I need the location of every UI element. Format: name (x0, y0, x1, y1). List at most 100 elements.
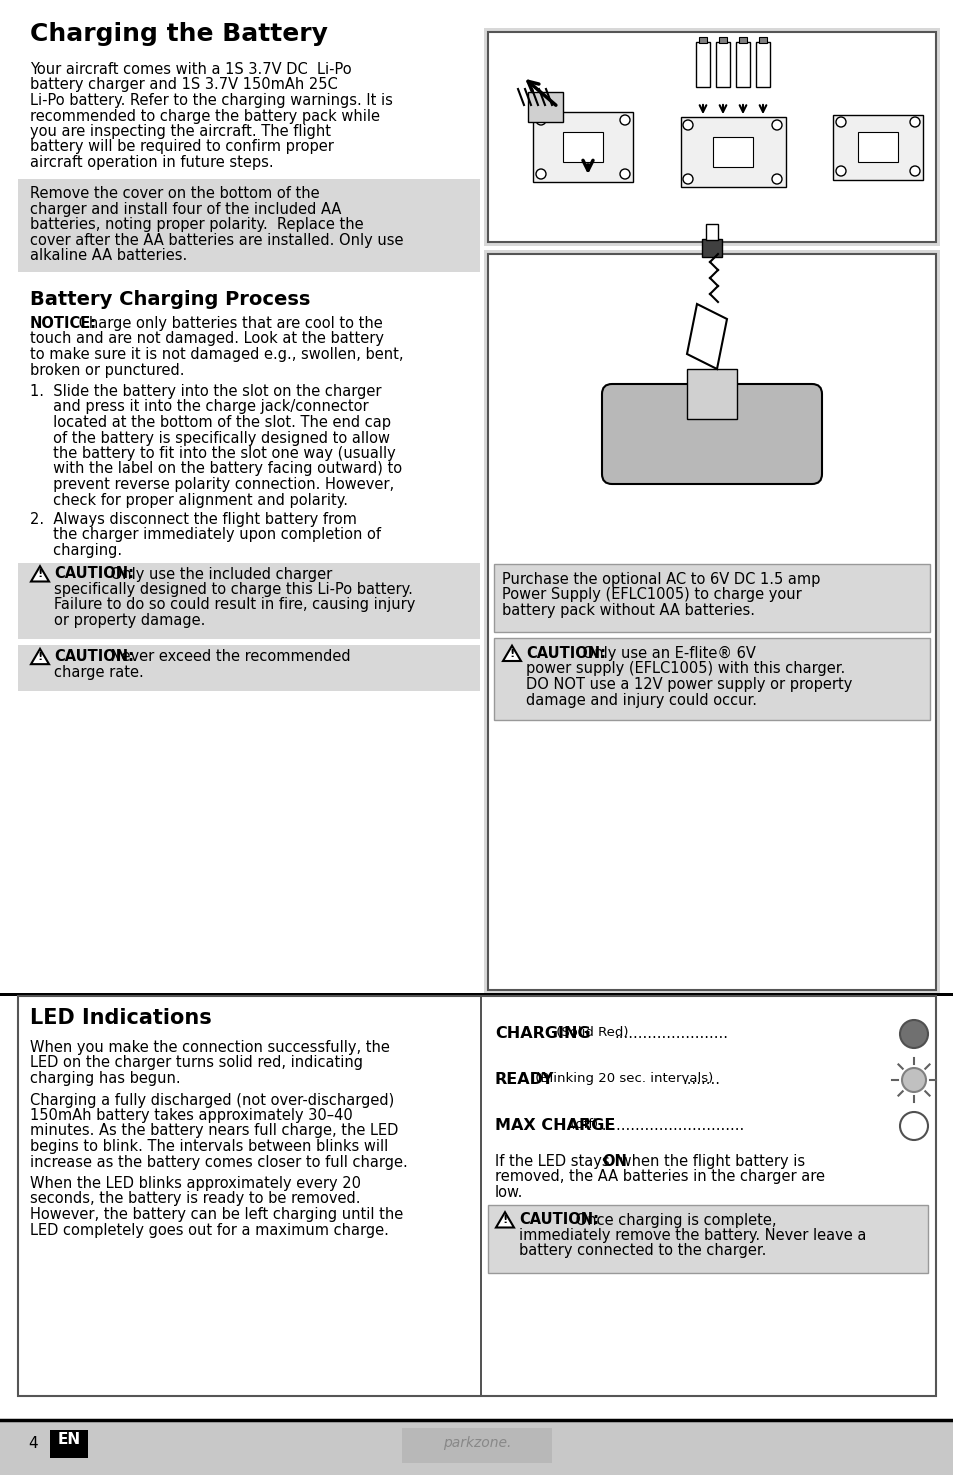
Text: LED completely goes out for a maximum charge.: LED completely goes out for a maximum ch… (30, 1223, 389, 1238)
Bar (832, 115, 923, 180)
Text: the charger immediately upon completion of: the charger immediately upon completion … (30, 528, 380, 543)
Bar (705, 224, 718, 240)
Circle shape (536, 115, 545, 125)
Polygon shape (496, 1212, 514, 1227)
Text: LED on the charger turns solid red, indicating: LED on the charger turns solid red, indi… (30, 1056, 363, 1071)
Bar (18, 562, 479, 639)
Text: Only use an E-flite® 6V: Only use an E-flite® 6V (578, 646, 755, 661)
Text: ON: ON (601, 1153, 626, 1170)
Text: recommended to charge the battery pack while: recommended to charge the battery pack w… (30, 109, 379, 124)
Bar (18, 645, 479, 690)
Text: charging has begun.: charging has begun. (30, 1071, 180, 1086)
Polygon shape (527, 91, 562, 122)
Bar (735, 41, 749, 87)
Text: located at the bottom of the slot. The end cap: located at the bottom of the slot. The e… (30, 414, 391, 431)
Text: charge rate.: charge rate. (54, 665, 144, 680)
Text: specifically designed to charge this Li-Po battery.: specifically designed to charge this Li-… (54, 583, 413, 597)
Text: CAUTION:: CAUTION: (525, 646, 605, 661)
Text: prevent reverse polarity connection. However,: prevent reverse polarity connection. How… (30, 476, 394, 493)
Text: broken or punctured.: broken or punctured. (30, 363, 184, 378)
Text: 4: 4 (28, 1437, 37, 1451)
Text: !: ! (509, 649, 514, 659)
Bar (716, 41, 729, 87)
Text: 2.  Always disconnect the flight battery from: 2. Always disconnect the flight battery … (30, 512, 356, 527)
Text: touch and are not damaged. Look at the battery: touch and are not damaged. Look at the b… (30, 332, 384, 347)
Text: alkaline AA batteries.: alkaline AA batteries. (30, 248, 187, 264)
Text: READY: READY (495, 1072, 554, 1087)
Bar (479, 996, 481, 1395)
Bar (680, 117, 785, 187)
Bar (488, 1205, 927, 1273)
Text: CAUTION:: CAUTION: (54, 649, 133, 664)
Circle shape (909, 117, 919, 127)
Text: (Solid Red): (Solid Red) (552, 1027, 628, 1038)
Text: removed, the AA batteries in the charger are: removed, the AA batteries in the charger… (495, 1170, 824, 1184)
Bar (0, 993, 953, 996)
Bar (488, 254, 935, 990)
Text: CAUTION:: CAUTION: (518, 1212, 598, 1227)
Circle shape (835, 167, 845, 176)
Text: Only use the included charger: Only use the included charger (106, 566, 332, 581)
Text: and press it into the charge jack/connector: and press it into the charge jack/connec… (30, 400, 368, 414)
Bar (739, 37, 746, 43)
Bar (494, 563, 929, 631)
Text: batteries, noting proper polarity.  Replace the: batteries, noting proper polarity. Repla… (30, 217, 363, 233)
Text: Remove the cover on the bottom of the: Remove the cover on the bottom of the (30, 186, 319, 202)
Bar (755, 41, 769, 87)
Text: cover after the AA batteries are installed. Only use: cover after the AA batteries are install… (30, 233, 403, 248)
Text: LED Indications: LED Indications (30, 1007, 212, 1028)
Bar (719, 37, 726, 43)
Text: (off): (off) (566, 1118, 598, 1131)
Circle shape (899, 1112, 927, 1140)
Text: CHARGING: CHARGING (495, 1027, 590, 1041)
Circle shape (619, 115, 629, 125)
Text: CAUTION:: CAUTION: (54, 566, 133, 581)
Text: charging.: charging. (30, 543, 122, 558)
Text: However, the battery can be left charging until the: However, the battery can be left chargin… (30, 1207, 403, 1221)
Bar (0, 1420, 953, 1475)
Text: charger and install four of the included AA: charger and install four of the included… (30, 202, 341, 217)
Bar (699, 37, 706, 43)
Bar (483, 249, 939, 994)
Circle shape (835, 117, 845, 127)
Text: Power Supply (EFLC1005) to charge your: Power Supply (EFLC1005) to charge your (501, 587, 801, 602)
Text: EN: EN (57, 1432, 80, 1447)
Polygon shape (502, 646, 520, 661)
Circle shape (619, 170, 629, 178)
Text: Charging a fully discharged (not over-discharged): Charging a fully discharged (not over-di… (30, 1093, 394, 1108)
Text: Li-Po battery. Refer to the charging warnings. It is: Li-Po battery. Refer to the charging war… (30, 93, 393, 108)
Circle shape (909, 167, 919, 176)
Text: Battery Charging Process: Battery Charging Process (30, 291, 310, 308)
Text: to make sure it is not damaged e.g., swollen, bent,: to make sure it is not damaged e.g., swo… (30, 347, 403, 361)
Text: Charge only batteries that are cool to the: Charge only batteries that are cool to t… (74, 316, 382, 330)
Text: battery connected to the charger.: battery connected to the charger. (518, 1243, 765, 1258)
Text: ........: ........ (681, 1072, 720, 1087)
Text: If the LED stays: If the LED stays (495, 1153, 614, 1170)
Circle shape (536, 170, 545, 178)
Polygon shape (686, 304, 726, 369)
Text: ...............................: ............................... (597, 1118, 744, 1133)
Text: MAX CHARGE: MAX CHARGE (495, 1118, 615, 1133)
Bar (494, 639, 929, 720)
Text: NOTICE:: NOTICE: (30, 316, 97, 330)
Text: battery pack without AA batteries.: battery pack without AA batteries. (501, 603, 754, 618)
Text: 150mAh battery takes approximately 30–40: 150mAh battery takes approximately 30–40 (30, 1108, 353, 1122)
Text: battery charger and 1S 3.7V 150mAh 25C: battery charger and 1S 3.7V 150mAh 25C (30, 78, 337, 93)
Text: When the LED blinks approximately every 20: When the LED blinks approximately every … (30, 1176, 360, 1190)
Text: immediately remove the battery. Never leave a: immediately remove the battery. Never le… (518, 1229, 865, 1243)
Bar (533, 112, 633, 181)
Text: check for proper alignment and polarity.: check for proper alignment and polarity. (30, 493, 348, 507)
Text: Charging the Battery: Charging the Battery (30, 22, 328, 46)
Text: Once charging is complete,: Once charging is complete, (571, 1212, 776, 1227)
Bar (483, 28, 939, 246)
Bar (18, 178, 479, 271)
Text: Purchase the optional AC to 6V DC 1.5 amp: Purchase the optional AC to 6V DC 1.5 am… (501, 572, 820, 587)
Text: or property damage.: or property damage. (54, 614, 205, 628)
Bar (759, 37, 766, 43)
Text: !: ! (37, 652, 43, 662)
Circle shape (771, 174, 781, 184)
Circle shape (682, 119, 692, 130)
Text: battery will be required to confirm proper: battery will be required to confirm prop… (30, 140, 334, 155)
Text: !: ! (37, 569, 43, 580)
Text: of the battery is specifically designed to allow: of the battery is specifically designed … (30, 431, 390, 445)
